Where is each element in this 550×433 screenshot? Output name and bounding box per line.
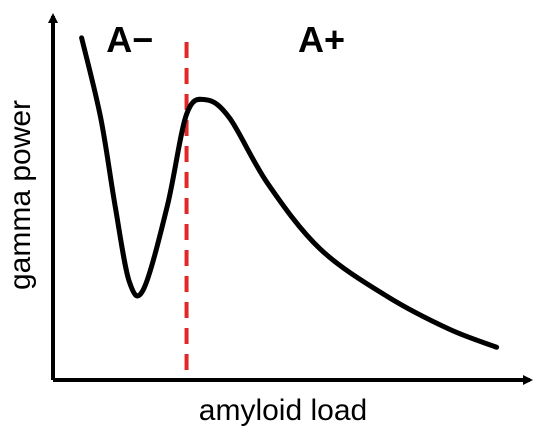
region-label-a-plus: A+ xyxy=(298,19,345,60)
series-line xyxy=(79,35,500,350)
y-axis-label: gamma power xyxy=(4,100,37,290)
x-axis-label: amyloid load xyxy=(199,394,367,427)
region-label-a-minus: A− xyxy=(106,19,153,60)
